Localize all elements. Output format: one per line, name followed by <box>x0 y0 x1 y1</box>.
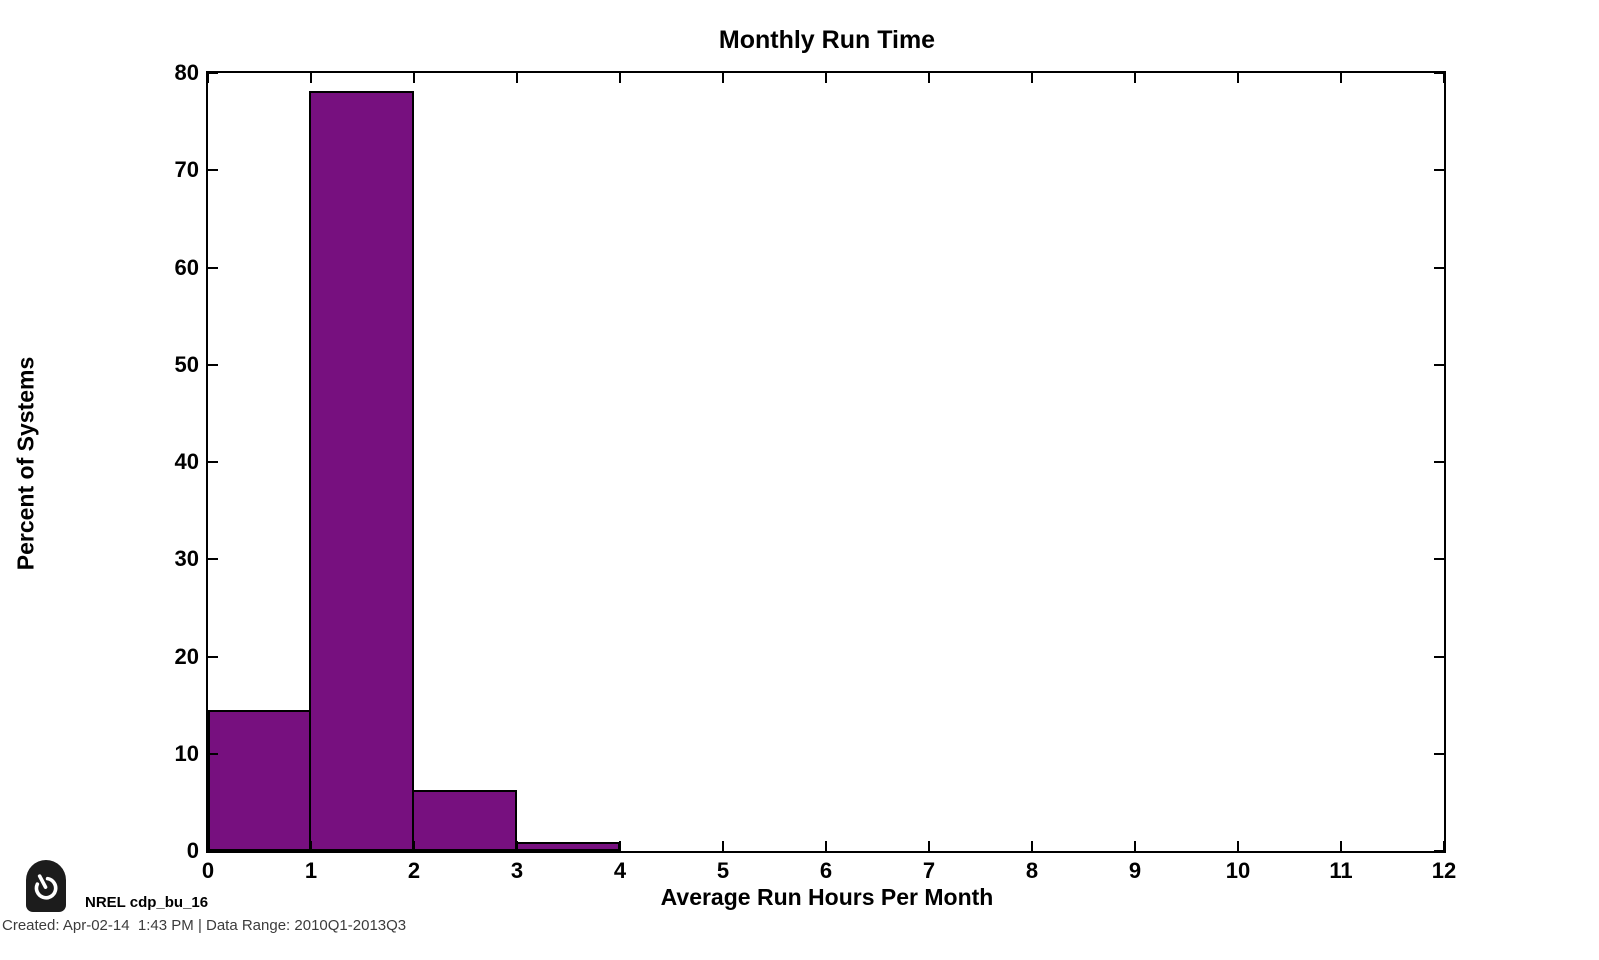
x-tick-label: 9 <box>1128 858 1142 883</box>
axis-tick <box>208 655 218 658</box>
footer-source-label: NREL cdp_bu_16 <box>85 894 209 911</box>
axis-tick <box>1434 655 1444 658</box>
y-tick-label: 0 <box>186 838 199 863</box>
x-tick-label: 7 <box>922 858 936 883</box>
axis-tick <box>722 73 724 83</box>
y-tick-label: 40 <box>174 449 199 474</box>
histogram-bar <box>309 90 414 851</box>
axis-tick <box>825 73 827 83</box>
axis-tick <box>207 73 209 83</box>
axis-tick <box>413 73 415 83</box>
axis-tick <box>208 461 218 463</box>
axis-tick <box>208 752 218 755</box>
axis-tick <box>1134 73 1136 83</box>
x-axis-label: Average Run Hours Per Month <box>660 884 994 910</box>
axis-tick <box>208 363 218 366</box>
x-tick-label: 4 <box>613 858 627 883</box>
histogram-bar <box>412 789 517 851</box>
y-tick-label: 70 <box>174 157 199 183</box>
axis-tick <box>1443 73 1445 83</box>
x-tick-label: 8 <box>1025 858 1039 883</box>
x-tick-label: 5 <box>716 858 730 883</box>
x-tick-label: 0 <box>201 858 215 883</box>
axis-tick <box>1434 461 1444 463</box>
axis-tick <box>1031 841 1033 851</box>
y-tick-label: 80 <box>174 60 199 85</box>
x-tick-label: 1 <box>304 858 318 883</box>
axis-tick <box>208 850 218 852</box>
chart-title: Monthly Run Time <box>718 26 936 54</box>
axis-tick <box>1134 841 1136 851</box>
axis-tick <box>208 72 218 74</box>
histogram-bar <box>515 842 620 851</box>
axis-tick <box>825 841 827 851</box>
axis-tick <box>1434 72 1444 74</box>
y-tick-label: 10 <box>174 740 199 766</box>
axis-tick <box>1443 841 1445 851</box>
y-tick-label: 60 <box>174 254 199 280</box>
axis-tick <box>516 841 518 851</box>
y-tick-label: 30 <box>174 546 199 572</box>
axis-tick <box>1031 73 1033 83</box>
axis-tick <box>516 73 518 83</box>
x-tick-label: 6 <box>819 858 833 883</box>
axis-tick <box>1340 73 1342 83</box>
axis-tick <box>928 841 930 851</box>
x-tick-label: 3 <box>510 858 524 883</box>
axis-tick <box>1340 841 1342 851</box>
axis-tick <box>1434 363 1444 366</box>
axis-tick <box>208 558 218 561</box>
axis-tick <box>207 841 209 851</box>
axis-tick <box>413 841 415 851</box>
axis-tick <box>310 73 312 83</box>
axis-tick <box>928 73 930 83</box>
axis-tick <box>310 841 312 851</box>
axis-tick <box>619 73 621 83</box>
x-tick-label: 11 <box>1329 858 1353 883</box>
y-axis-label: Percent of Systems <box>12 356 39 571</box>
x-tick-label: 12 <box>1431 858 1457 883</box>
power-icon <box>26 860 66 912</box>
axis-tick <box>619 841 621 851</box>
x-tick-label: 10 <box>1225 858 1251 883</box>
axis-tick <box>208 266 218 269</box>
x-tick-label: 2 <box>407 858 421 883</box>
y-tick-label: 50 <box>174 351 199 377</box>
axis-tick <box>722 841 724 851</box>
axis-tick <box>208 169 218 172</box>
axis-tick <box>1237 73 1239 83</box>
axis-tick <box>1434 850 1444 852</box>
axis-tick <box>1434 266 1444 269</box>
axis-tick <box>1434 558 1444 561</box>
axis-tick <box>1434 752 1444 755</box>
y-tick-label: 20 <box>174 643 199 669</box>
footer-created-line: Created: Apr-02-14 1:43 PM | Data Range:… <box>2 917 407 934</box>
axis-tick <box>1434 169 1444 172</box>
plot-area <box>206 71 1446 853</box>
histogram-bar <box>208 710 311 851</box>
axis-tick <box>1237 841 1239 851</box>
